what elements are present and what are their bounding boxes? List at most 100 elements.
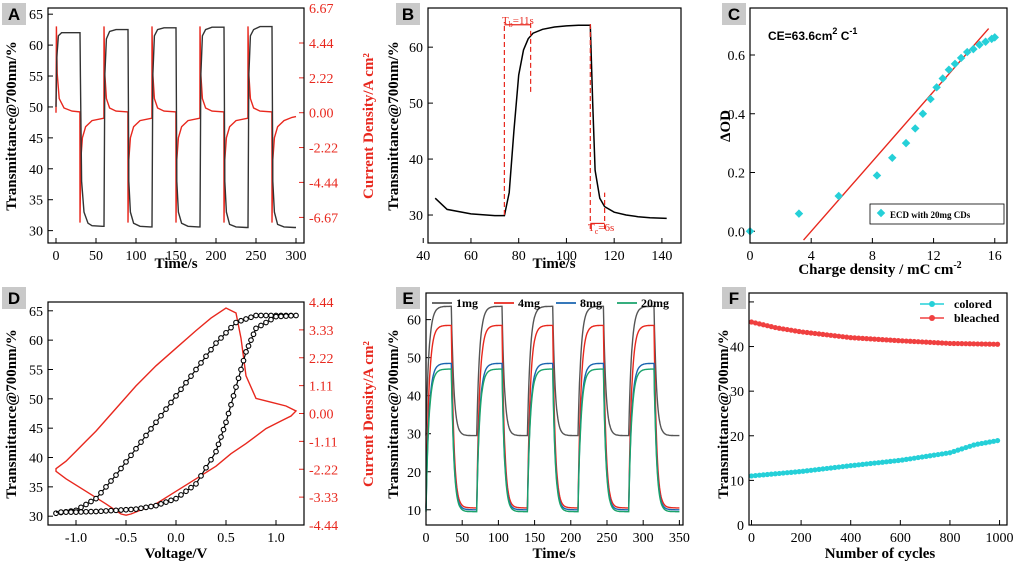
data-point [218, 434, 224, 440]
data-point [163, 406, 169, 412]
data-point [939, 340, 945, 346]
data-point [128, 452, 134, 459]
data-point [808, 330, 814, 336]
data-point [883, 459, 890, 465]
data-point [123, 506, 129, 513]
x-tick-label: 120 [604, 249, 625, 264]
data-point [780, 326, 786, 332]
data-point [963, 444, 969, 451]
x-tick-label: 0 [53, 249, 60, 264]
data-point [143, 504, 149, 511]
panel-c-legend-label: ECD with 20mg CDs [890, 210, 971, 220]
data-point [907, 338, 913, 344]
data-point [840, 463, 846, 470]
data-point [776, 325, 782, 331]
data-point [951, 340, 957, 347]
x-tick-label: 350 [669, 531, 690, 546]
data-point [891, 458, 897, 464]
panel-d-y2label: Current Density/A cm² [361, 341, 377, 487]
data-point [153, 419, 159, 426]
panel-e-legend: 1mg 4mg 8mg 20mg [432, 296, 669, 310]
data-point [225, 410, 232, 417]
y-tick-label: 50 [29, 393, 43, 408]
panel-c-xlabel: Charge density / mC cm-2 [798, 260, 961, 278]
series-20mg [425, 368, 680, 513]
y2-tick-label: -4.44 [309, 176, 338, 191]
y-tick-label: 45 [29, 422, 43, 437]
data-point [752, 472, 759, 479]
data-point [994, 341, 1001, 347]
y-tick-label: 30 [730, 385, 744, 400]
y2-tick-label: 2.22 [309, 352, 334, 367]
data-point [248, 337, 254, 343]
x-tick-label: 200 [560, 531, 581, 546]
panel-f-legend-colored: colored [954, 297, 992, 311]
data-point [808, 467, 814, 473]
data-point [911, 338, 917, 345]
data-point [173, 393, 179, 399]
y-tick-label: 30 [29, 510, 43, 525]
data-point [138, 505, 144, 512]
data-point [895, 457, 901, 464]
panel-a-xlabel: Time/s [154, 256, 197, 272]
data-point [824, 465, 830, 472]
series-transmittance [434, 24, 667, 220]
data-point [108, 478, 114, 484]
x-tick-label: 600 [890, 531, 911, 546]
x-tick-label: 100 [556, 249, 577, 264]
data-point [78, 509, 84, 515]
y-tick-label: 0 [737, 519, 744, 534]
data-point [288, 312, 294, 319]
data-point [931, 339, 937, 346]
data-point [760, 472, 766, 478]
panel-f-legend-bleached: bleached [954, 311, 1000, 325]
data-point [844, 334, 850, 340]
x-tick-label: -0.5 [115, 531, 137, 546]
x-tick-label: 250 [246, 249, 267, 264]
y2-tick-label: -4.44 [309, 519, 338, 534]
data-point [198, 473, 204, 479]
panel-e-ylabel: Transmittance@700nm/% [386, 329, 402, 499]
data-point [919, 454, 925, 460]
data-point [118, 465, 124, 472]
panel-d-label: D [8, 289, 20, 308]
data-point [103, 508, 109, 514]
data-point [188, 373, 194, 379]
data-point [800, 329, 806, 335]
data-point [788, 469, 794, 475]
series-4mg [425, 324, 680, 509]
data-point [228, 324, 234, 331]
y-tick-label: 40 [730, 341, 744, 356]
series-current-density [55, 26, 297, 223]
x-tick-label: 1.0 [267, 531, 285, 546]
data-point [253, 325, 259, 332]
panel-f: 0200400600800100001020304050 F Number of… [716, 287, 1014, 562]
series-8mg [425, 362, 680, 511]
y2-tick-label: -2.22 [309, 463, 338, 478]
data-point [856, 462, 862, 468]
y2-tick-label: -3.33 [309, 491, 338, 506]
data-point [752, 320, 759, 326]
data-point [168, 497, 174, 504]
y-tick-label: 60 [29, 39, 43, 54]
y-tick-label: 20 [407, 466, 421, 481]
data-point [816, 331, 822, 337]
y-tick-label: 40 [409, 153, 423, 168]
data-point [939, 451, 945, 457]
y2-tick-label: -1.11 [309, 435, 338, 450]
x-tick-label: 150 [524, 531, 545, 546]
data-point [173, 495, 179, 502]
x-tick-label: 60 [464, 249, 478, 264]
data-point [804, 329, 810, 336]
x-tick-label: 0 [748, 531, 755, 546]
series-transmittance [55, 25, 296, 229]
data-point [975, 441, 981, 447]
data-point [987, 341, 993, 347]
data-point [955, 340, 961, 347]
panel-e-label: E [402, 289, 413, 308]
data-point [153, 502, 159, 509]
y-tick-label: 30 [407, 428, 421, 443]
x-tick-label: 200 [791, 531, 812, 546]
data-point [947, 340, 953, 347]
panel-b: 40 60 80 100 120 140 30 40 50 60 B Time/s Transmi… [386, 3, 682, 272]
